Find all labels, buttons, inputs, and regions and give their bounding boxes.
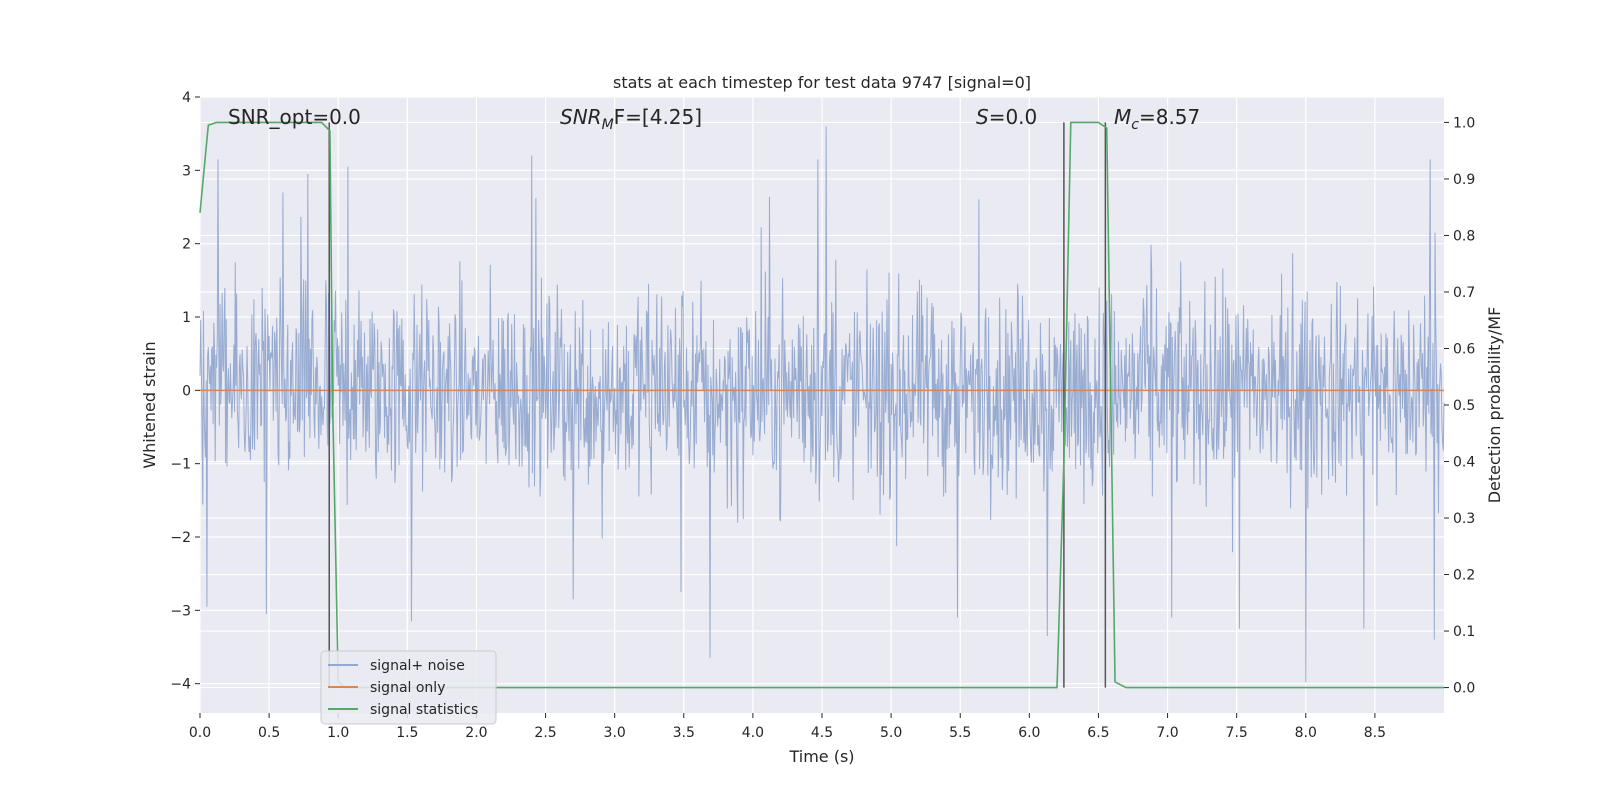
annotation-s-var: S [976,105,989,129]
y2-tick-label: 0.8 [1453,228,1475,244]
x-tick-label: 2.5 [534,725,556,741]
y2-tick-label: 1.0 [1453,115,1475,131]
y2-axis-label: Detection probability/MF [1485,307,1504,504]
annotation-snr-opt: SNR_opt=0.0 [228,105,361,129]
annotation-snr-mf-sub: M [602,117,614,133]
legend: signal+ noise signal only signal statist… [320,650,497,725]
y-tick-label: −4 [170,677,191,693]
y2-tick-label: 0.7 [1453,285,1475,301]
legend-label-signal-only: signal only [370,680,445,696]
signal-noise-line [199,126,1445,683]
x-tick-label: 2.0 [465,725,487,741]
annotation-mc-rest: =8.57 [1139,105,1200,129]
x-tick-label: 7.5 [1226,725,1248,741]
annotation-snr-mf-base: SNR [560,105,602,129]
x-tick-label: 0.5 [258,725,280,741]
x-tick-label: 5.5 [949,725,971,741]
x-tick-label: 3.0 [604,725,626,741]
y2-tick-label: 0.6 [1453,341,1475,357]
legend-box [320,650,497,725]
y2-tick-label: 0.9 [1453,172,1475,188]
signal-statistics-line [199,121,1444,689]
y2-axis-ticks: 1.0 0.9 0.8 0.7 0.6 0.5 0.4 0.3 0.2 0.1 0.0 [1444,115,1475,697]
annotation-s-rest: =0.0 [989,105,1038,129]
y2-tick-label: 0.2 [1453,568,1475,584]
y-tick-label: 2 [182,237,191,253]
x-tick-label: 4.0 [742,725,764,741]
annotation-mc: Mc=8.57 [1114,105,1200,133]
x-tick-label: 7.0 [1156,725,1178,741]
x-axis-ticks: 0.0 0.5 1.0 1.5 2.0 2.5 3.0 3.5 4.0 4.5 5.0 5.5 6.0 6… [189,713,1386,741]
y-tick-label: 4 [182,90,191,106]
y2-tick-label: 0.0 [1453,681,1475,697]
y-tick-label: −1 [170,457,191,473]
series-signal-statistics [199,121,1444,689]
annotation-mc-var: M [1114,105,1131,129]
chart-title: stats at each timestep for test data 974… [613,73,1031,92]
y2-tick-label: 0.5 [1453,398,1475,414]
y2-tick-label: 0.3 [1453,511,1475,527]
y-axis-label: Whitened strain [140,341,159,468]
annotation-mc-sub: c [1131,117,1139,133]
x-tick-label: 4.5 [811,725,833,741]
x-tick-label: 8.5 [1364,725,1386,741]
y2-tick-label: 0.1 [1453,624,1475,640]
x-tick-label: 0.0 [189,725,211,741]
x-tick-label: 8.0 [1295,725,1317,741]
x-tick-label: 5.0 [880,725,902,741]
legend-label-signal-noise: signal+ noise [370,658,465,674]
x-tick-label: 3.5 [673,725,695,741]
x-tick-label: 1.5 [396,725,418,741]
annotation-snr-mf: SNRMF=[4.25] [560,105,702,133]
marker-lines [328,122,1107,688]
legend-label-signal-statistics: signal statistics [370,702,478,718]
series-signal-noise [199,126,1445,683]
annotation-snr-mf-rest: F=[4.25] [614,105,702,129]
y-axis-ticks: 4 3 2 1 0 −1 −2 −3 −4 [170,90,200,693]
y-tick-label: −2 [170,530,191,546]
y-tick-label: 1 [182,310,191,326]
x-tick-label: 1.0 [327,725,349,741]
annotation-s: S=0.0 [976,105,1037,129]
y-tick-label: −3 [170,603,191,619]
y2-tick-label: 0.4 [1453,455,1475,471]
y-tick-label: 3 [182,163,191,179]
x-tick-label: 6.5 [1087,725,1109,741]
x-axis-label: Time (s) [788,747,854,766]
y-tick-label: 0 [182,383,191,399]
x-tick-label: 6.0 [1018,725,1040,741]
